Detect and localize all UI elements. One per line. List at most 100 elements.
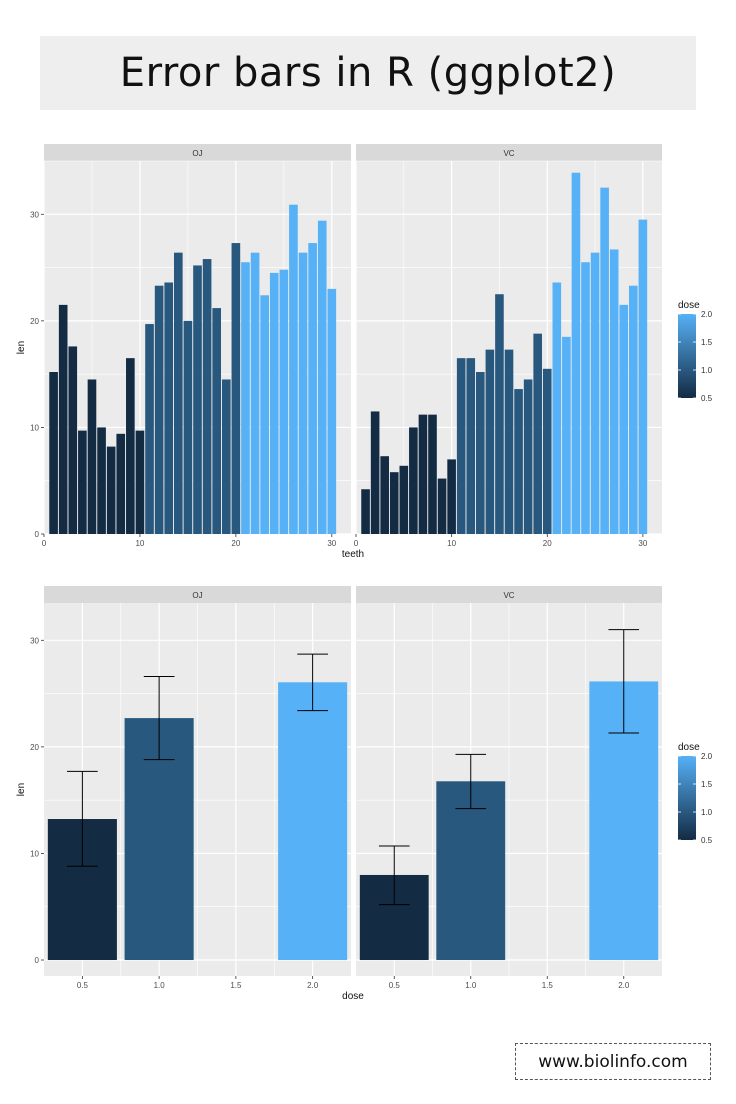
footer-url[interactable]: www.biolinfo.com xyxy=(538,1051,688,1072)
x-tick-label: 10 xyxy=(135,539,144,548)
panel-oj: OJ 0.5 1.0 1.5 2.0 0 10 20 30 xyxy=(30,586,351,990)
bar xyxy=(428,414,437,534)
bar xyxy=(327,288,337,534)
error-bar xyxy=(608,629,640,734)
bar xyxy=(289,204,298,534)
bar xyxy=(202,259,212,534)
x-tick-label: 20 xyxy=(543,539,552,548)
bar xyxy=(638,219,648,534)
bar xyxy=(409,427,418,534)
legend-tick-label: 1.0 xyxy=(701,808,713,817)
bar xyxy=(250,252,260,534)
bar xyxy=(466,358,476,534)
y-tick-label: 0 xyxy=(35,530,40,539)
bar xyxy=(552,282,562,534)
bar xyxy=(135,430,145,534)
y-tick-label: 30 xyxy=(30,636,39,645)
x-axis-title: dose xyxy=(342,991,364,1002)
bar xyxy=(542,368,552,534)
y-tick-label: 10 xyxy=(30,849,39,858)
y-axis-title: len xyxy=(16,783,27,796)
bar xyxy=(619,304,629,534)
facet-label: VC xyxy=(503,149,514,158)
bar xyxy=(590,252,600,534)
x-tick-label: 0.5 xyxy=(77,981,89,990)
teeth-length-bar-chart: OJ 0 10 20 30 0 10 20 30 VC 0 10 20 30 teeth len dose2.0… xyxy=(16,144,713,560)
facet-strip xyxy=(356,586,662,603)
bar xyxy=(476,372,485,534)
bar xyxy=(389,472,399,534)
facet-strip xyxy=(44,144,351,161)
bar xyxy=(447,459,456,534)
bar xyxy=(212,308,222,534)
y-tick-label: 20 xyxy=(30,743,39,752)
y-axis-title: len xyxy=(16,341,27,354)
bar xyxy=(600,187,609,534)
x-tick-label: 1.0 xyxy=(465,981,477,990)
facet-strip xyxy=(356,144,662,161)
bar xyxy=(154,285,164,534)
bar xyxy=(126,358,135,534)
bar xyxy=(533,333,542,534)
panel-vc: VC 0 10 20 30 xyxy=(354,144,662,548)
facet-label: OJ xyxy=(192,149,202,158)
x-tick-label: 2.0 xyxy=(307,981,319,990)
bar xyxy=(523,379,533,534)
bar xyxy=(241,262,250,534)
bar xyxy=(629,285,638,534)
bar xyxy=(145,324,154,534)
error-bar xyxy=(455,753,487,810)
legend-colorbar xyxy=(678,756,696,840)
dose-mean-errorbar-chart: OJ 0.5 1.0 1.5 2.0 0 10 20 30 VC 0.5 1.0 1.5 2.0 dose l… xyxy=(16,586,713,1002)
x-tick-label: 1.5 xyxy=(542,981,554,990)
bar xyxy=(173,252,183,534)
x-tick-label: 20 xyxy=(231,539,240,548)
bar xyxy=(562,336,571,534)
bar xyxy=(380,456,389,534)
facet-label: OJ xyxy=(192,591,202,600)
bar xyxy=(58,304,68,534)
bar xyxy=(456,358,466,534)
panel-vc: VC 0.5 1.0 1.5 2.0 xyxy=(356,586,662,990)
x-tick-label: 30 xyxy=(327,539,336,548)
error-bar xyxy=(67,770,98,867)
panel-oj: OJ 0 10 20 30 0 10 20 30 xyxy=(30,144,351,548)
bar xyxy=(485,349,495,534)
bar xyxy=(361,489,370,534)
x-tick-label: 0 xyxy=(42,539,47,548)
bar xyxy=(279,269,289,534)
bar xyxy=(278,682,348,961)
bar xyxy=(164,282,174,534)
title-banner: Error bars in R (ggplot2) xyxy=(40,36,696,110)
error-bar xyxy=(297,653,328,712)
x-tick-label: 0 xyxy=(354,539,359,548)
y-tick-label: 0 xyxy=(35,956,40,965)
bar xyxy=(298,252,308,534)
facet-strip xyxy=(44,586,351,603)
bar xyxy=(504,349,514,534)
x-tick-label: 10 xyxy=(447,539,456,548)
bar xyxy=(78,430,87,534)
legend-tick-label: 0.5 xyxy=(701,394,713,403)
bar xyxy=(399,465,409,534)
bar xyxy=(418,414,428,534)
x-tick-label: 1.0 xyxy=(154,981,166,990)
legend-tick-label: 1.5 xyxy=(701,780,713,789)
x-axis-title: teeth xyxy=(342,549,364,560)
footer-box: www.biolinfo.com xyxy=(515,1043,711,1080)
legend-colorbar xyxy=(678,314,696,398)
legend-tick-label: 0.5 xyxy=(701,836,713,845)
bar xyxy=(49,372,58,534)
x-tick-label: 2.0 xyxy=(618,981,630,990)
error-bar xyxy=(378,845,410,906)
bar xyxy=(231,243,241,534)
facet-label: VC xyxy=(503,591,514,600)
bar xyxy=(193,265,202,534)
y-tick-label: 10 xyxy=(30,423,39,432)
bar xyxy=(514,389,523,534)
bar xyxy=(183,320,193,534)
bar xyxy=(581,262,590,534)
legend-title: dose xyxy=(678,742,700,753)
